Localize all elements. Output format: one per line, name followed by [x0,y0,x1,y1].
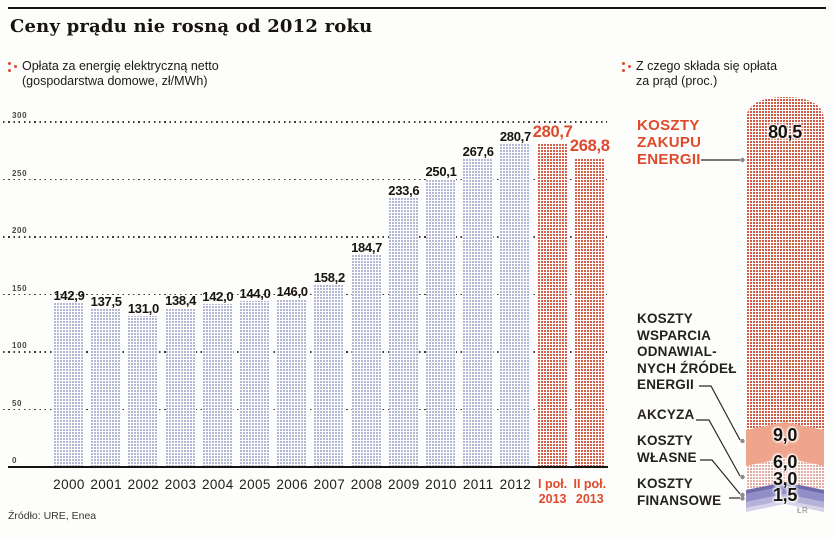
y-axis-tick: 50 [12,398,23,408]
bar-value-label: 138,4 [165,292,197,308]
right-chart-legend: Z czego składa się opłata za prąd (proc.… [636,59,778,88]
x-axis-label: 2010 [425,477,457,492]
bar [202,303,233,467]
bar-value-label: 268,8 [569,136,610,155]
x-axis-label: 2003 [164,477,197,492]
y-axis-tick: 300 [12,111,28,120]
segment-koszty-zakupu-energii [746,97,824,430]
bar [537,144,568,467]
value-koszty-wlasne: 3,0 [772,469,798,489]
callout-dots [740,157,745,501]
bar-value-label: 280,7 [532,123,573,142]
x-axis-label: 2004 [201,477,234,492]
bar [128,316,159,467]
x-axis-label: 2011 [462,477,494,492]
value-koszty-finansowe: 1,5 [772,485,798,505]
bar [500,144,531,467]
y-axis-tick: 100 [12,341,28,350]
page-title: Ceny prądu nie rosną od 2012 roku [10,16,373,37]
gridline [3,121,607,123]
label-koszty-wsparcia-oze: KOSZTY WSPARCIA ODNAWIAL- NYCH ŹRÓDEŁ EN… [637,311,737,392]
top-rule [8,7,826,10]
y-axis-tick: 150 [12,283,28,293]
bar [426,179,456,467]
gridline [3,236,607,238]
x-axis-label: 2008 [350,477,383,492]
bar [463,159,494,467]
x-axis-label: 2012 [499,477,532,492]
label-koszty-finansowe: KOSZTY FINANSOWE [637,476,722,508]
label-koszty-wlasne: KOSZTY WŁASNE [637,433,697,465]
bar-value-label: 142,0 [202,288,234,304]
x-axis-line [8,466,608,469]
x-axis-label: 2007 [313,477,346,492]
x-axis-label: 2006 [276,477,309,492]
bar [54,302,84,467]
value-akcyza: 6,0 [772,452,798,472]
label-akcyza: AKCYZA [637,407,695,422]
x-axis-label: I poł. 2013 [538,477,568,506]
x-axis-label: 2000 [53,477,85,492]
y-axis-tick: 200 [12,226,28,235]
bar-value-label: 267,6 [462,144,494,160]
bar-value-label: 233,6 [388,183,420,199]
bar-value-label: 144,0 [239,286,271,302]
x-axis-label: 2002 [127,477,160,492]
bar [277,299,308,467]
author-initials: ŁR [797,506,809,515]
bar-value-label: 184,7 [351,239,383,255]
x-axis-label: 2009 [387,477,420,492]
bar [388,198,419,467]
y-axis-tick: 0 [12,456,18,465]
bar [165,307,196,467]
bar [314,285,345,467]
bar [351,254,382,467]
bar-value-label: 146,0 [276,284,308,300]
legend-bullet-icon [8,62,17,72]
gridline [3,178,607,181]
segment-koszty-zakupu-energii [746,97,824,430]
gridline [3,293,607,296]
y-axis-tick: 250 [12,168,28,178]
left-chart-legend: Opłata za energię elektryczną netto (gos… [22,59,219,88]
x-axis-label: 2001 [90,477,123,492]
bar-value-label: 158,2 [313,270,345,286]
bar-value-label: 280,7 [499,129,531,145]
value-koszty-zakupu: 80,5 [768,122,802,142]
bar [91,308,122,467]
bar-value-label: 250,1 [425,164,457,180]
x-axis-label: II poł. 2013 [573,477,607,506]
bar [240,301,270,467]
label-koszty-zakupu-energii: KOSZTY ZAKUPU ENERGII [637,117,702,168]
bar-value-label: 137,5 [90,293,122,309]
value-oze: 9,0 [772,425,798,445]
x-axis-label: 2005 [239,477,271,492]
bar-value-label: 142,9 [53,287,85,303]
bar [574,157,605,467]
legend-bullet-icon [622,62,631,72]
source-note: Źródło: URE, Enea [8,510,97,522]
bar-value-label: 131,0 [127,301,159,317]
